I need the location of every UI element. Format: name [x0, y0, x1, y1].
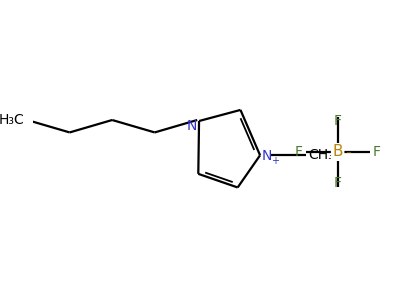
Text: H₃C: H₃C — [0, 113, 24, 127]
Text: ⁻: ⁻ — [345, 150, 351, 160]
Text: F: F — [334, 176, 342, 190]
Text: F: F — [372, 145, 380, 159]
Text: N: N — [262, 149, 272, 163]
Text: +: + — [271, 156, 279, 166]
Text: F: F — [295, 145, 303, 159]
Text: CH₃: CH₃ — [309, 148, 334, 162]
Text: B: B — [332, 145, 343, 160]
Text: F: F — [334, 114, 342, 128]
Text: N: N — [187, 119, 197, 133]
